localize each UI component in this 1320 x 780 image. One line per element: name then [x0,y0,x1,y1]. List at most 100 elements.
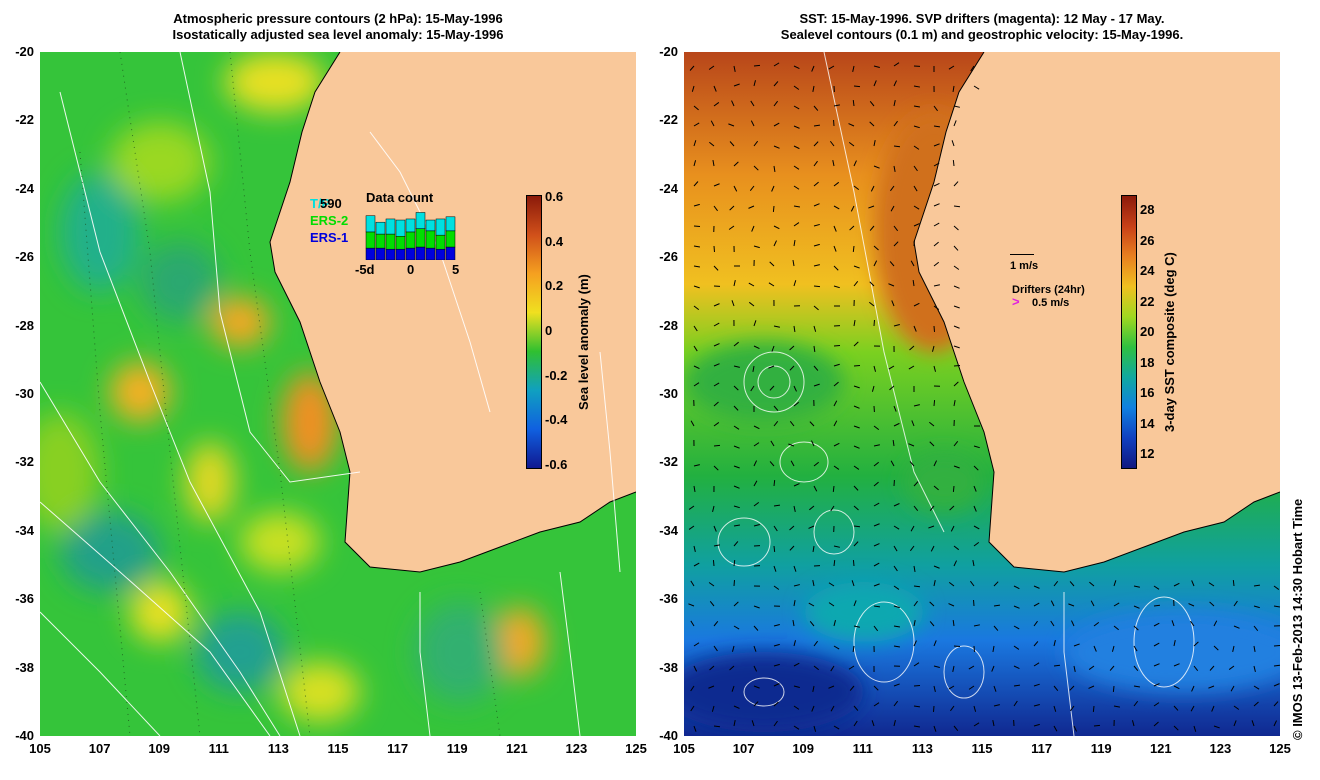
velocity-arrow [773,62,780,67]
velocity-arrow [948,65,955,70]
histogram-bar-ers2 [445,230,456,248]
velocity-arrow [693,160,697,167]
velocity-arrow [813,124,821,127]
colorbar-tick: 0.2 [545,278,564,294]
velocity-arrow [833,725,840,730]
velocity-arrow [708,582,715,587]
velocity-arrow [693,642,700,647]
velocity-arrow [1071,620,1075,627]
velocity-arrow [1093,724,1101,727]
velocity-arrow [850,205,855,212]
velocity-arrow [811,705,815,712]
velocity-arrow [952,159,955,167]
velocity-arrow [913,725,920,728]
velocity-arrow [753,442,760,447]
velocity-arrow [973,85,980,90]
velocity-arrow [711,705,715,712]
velocity-arrow [1070,705,1075,712]
colorbar-tick: -0.2 [545,367,568,383]
velocity-arrow [1273,585,1280,590]
velocity-arrow [929,421,935,427]
velocity-arrow [789,525,795,531]
velocity-arrow [709,141,715,147]
right-lat-tick: -40 [659,728,678,743]
velocity-arrow [908,443,915,447]
velocity-arrow [813,383,820,387]
velocity-arrow [933,284,940,287]
velocity-arrow [913,85,920,88]
histogram-bar-ers2 [425,230,436,249]
velocity-arrow [773,325,780,328]
velocity-arrow [893,405,897,412]
inset-xtick-1: 0 [407,262,415,277]
velocity-arrow [813,345,816,353]
velocity-arrow [689,65,695,71]
velocity-arrow [813,325,817,332]
velocity-arrow [773,545,776,553]
australia-land-left [270,52,636,572]
histogram-bar-ers2 [415,228,426,248]
velocity-arrow [891,300,895,307]
velocity-arrow [733,505,740,509]
velocity-arrow [1253,685,1260,690]
velocity-arrow [809,421,815,427]
velocity-arrow [713,265,719,271]
velocity-arrow [953,325,960,329]
velocity-arrow [713,85,717,92]
left-lat-tick: -36 [15,591,34,607]
velocity-arrow [1273,605,1280,608]
velocity-arrow [833,645,840,650]
velocity-arrow [1190,620,1195,627]
velocity-arrow [1088,685,1095,689]
velocity-arrow [733,385,739,391]
velocity-arrow [1190,705,1195,712]
velocity-arrow [833,181,840,187]
velocity-arrow [1153,604,1161,607]
velocity-arrow [853,405,860,409]
velocity-arrow [753,140,759,147]
velocity-arrow [852,245,855,253]
velocity-arrow [913,565,916,572]
velocity-arrow [788,443,795,447]
velocity-arrow [693,305,700,311]
colorbar-tick: -0.4 [545,412,568,428]
velocity-arrow [793,584,800,587]
velocity-arrow [1053,685,1059,691]
sst-map[interactable] [684,52,1280,736]
velocity-arrow [953,120,957,127]
velocity-arrow [792,620,795,627]
velocity-arrow [893,80,897,87]
velocity-arrow [830,705,835,712]
velocity-arrow [933,183,940,187]
velocity-arrow [771,345,775,352]
sst-map-graphic [684,52,1280,736]
left-lon-tick: 125 [625,741,647,756]
right-lat-tick: -24 [659,180,678,196]
velocity-arrow [913,620,916,627]
velocity-arrow [953,305,960,309]
velocity-arrow [790,460,795,467]
velocity-arrow [873,365,877,372]
right-map-title: SST: 15-May-1996. SVP drifters (magenta)… [684,11,1280,43]
velocity-arrow [691,85,695,92]
sea-level-anomaly-map[interactable] [40,52,636,736]
velocity-arrow [893,503,900,507]
velocity-arrow [1053,640,1056,647]
velocity-arrow [848,141,855,147]
histogram-bar-ers1 [375,247,386,260]
velocity-arrow [753,685,760,689]
velocity-arrow [1113,602,1120,607]
velocity-arrow [793,483,800,487]
velocity-arrow [811,65,815,72]
velocity-arrow [813,160,818,167]
velocity-arrow [948,603,955,607]
velocity-arrow [893,720,896,727]
right-lat-tick: -22 [659,112,678,128]
velocity-arrow [992,645,995,652]
velocity-arrow [913,223,920,227]
velocity-arrow [733,465,740,469]
velocity-arrow [1208,685,1215,689]
velocity-arrow [973,525,980,530]
velocity-arrow [750,120,755,127]
velocity-arrow [793,725,800,730]
